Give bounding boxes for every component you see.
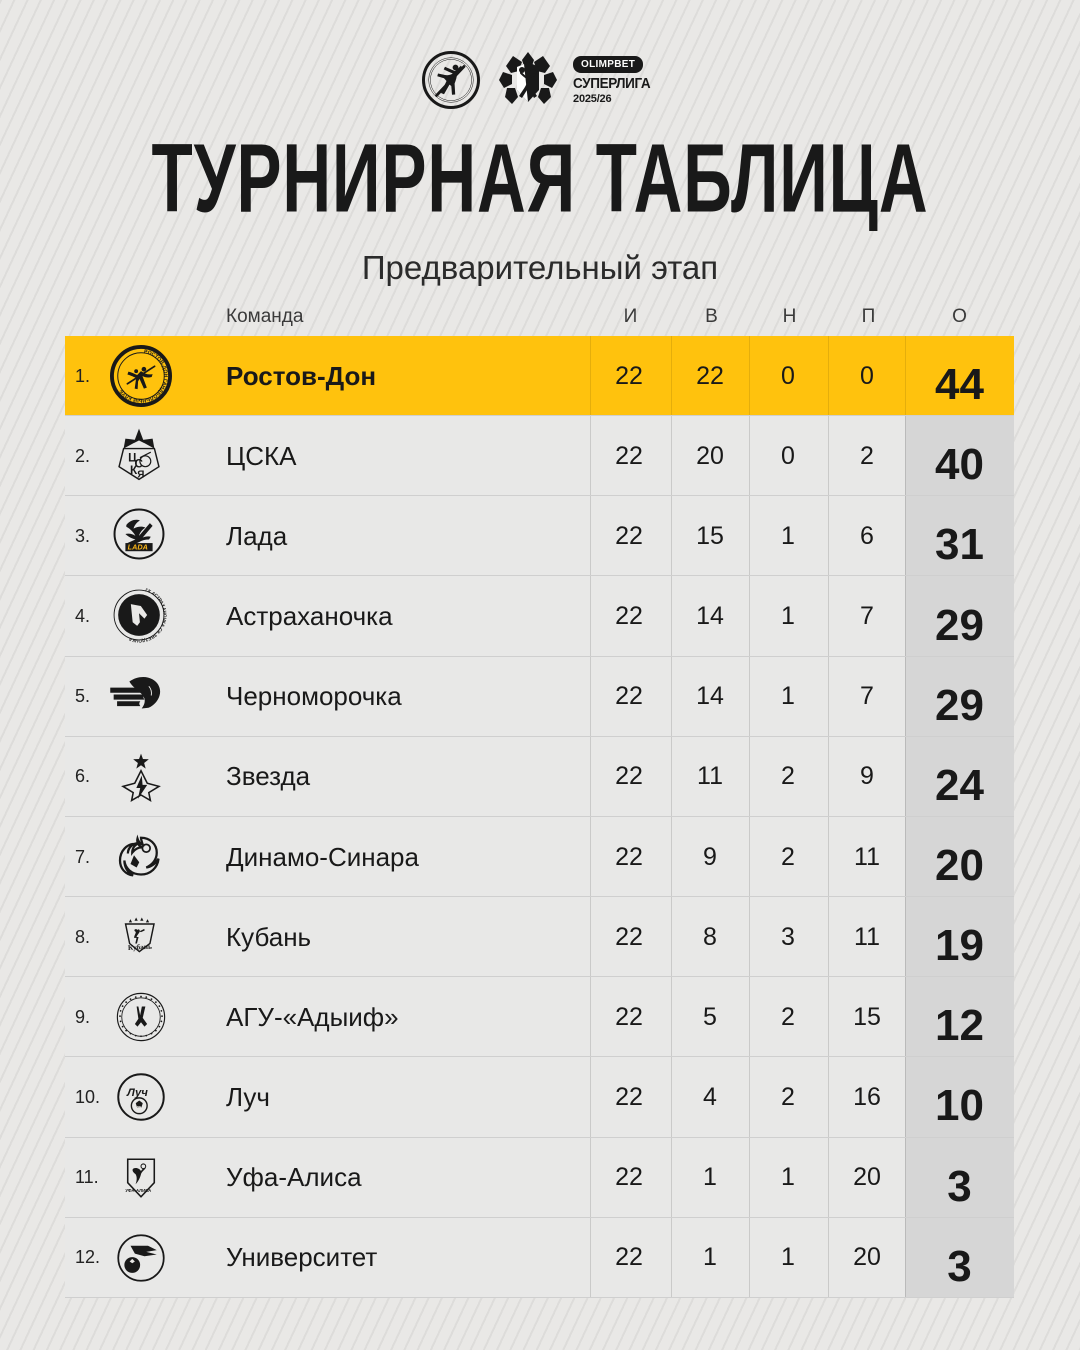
svg-text:Кубань: Кубань xyxy=(128,942,153,952)
svg-text:05: 05 xyxy=(137,1105,142,1110)
svg-text:УФА-АЛИСА: УФА-АЛИСА xyxy=(125,1188,151,1193)
svg-text:Луч: Луч xyxy=(126,1088,148,1100)
svg-text:LADA: LADA xyxy=(128,543,148,552)
svg-text:Я: Я xyxy=(137,470,144,481)
